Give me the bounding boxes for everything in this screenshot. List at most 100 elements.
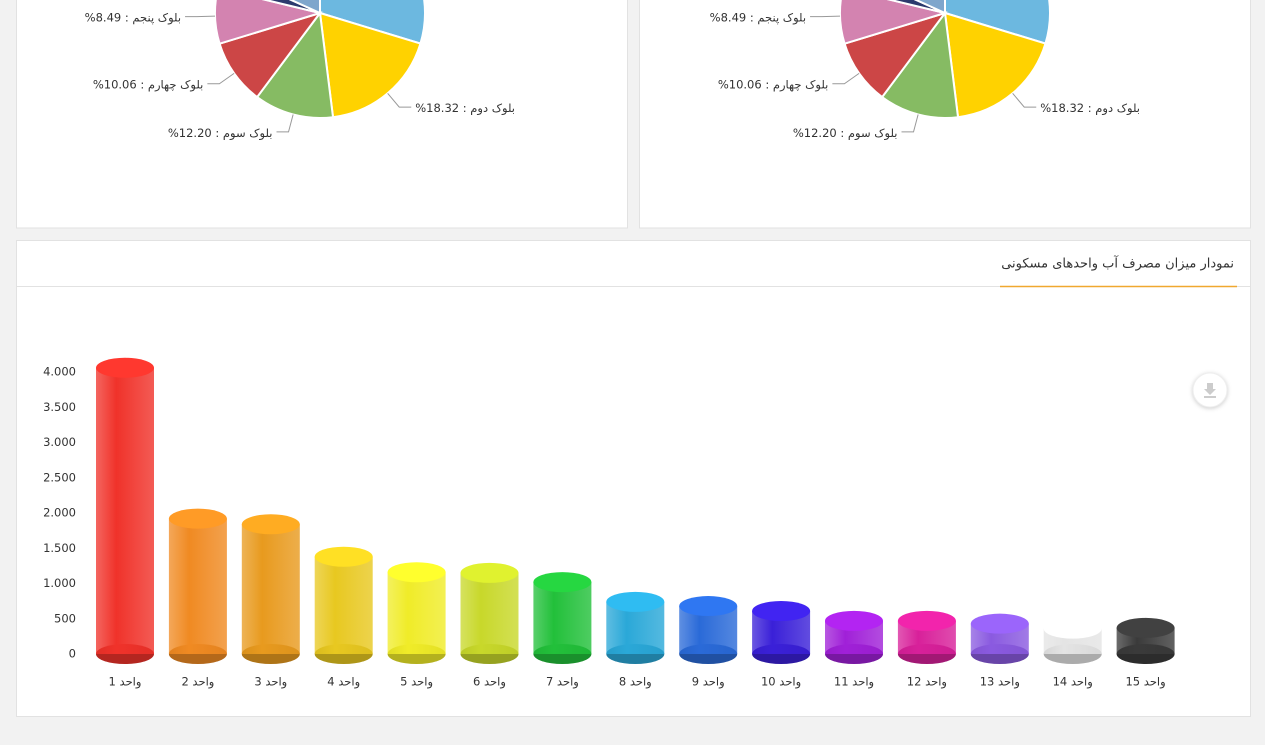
cylinder-top <box>606 591 665 612</box>
cylinder-top <box>241 514 300 535</box>
bar <box>96 367 154 654</box>
label-value: 18.32% <box>415 101 459 115</box>
label-connector <box>810 15 841 18</box>
label-connector <box>1012 92 1037 108</box>
label-value: 18.32% <box>1040 101 1084 115</box>
cylinder-top <box>897 610 956 631</box>
data-label: بلوک سوم : 12.20% <box>168 125 273 140</box>
label-separator: : <box>840 125 844 139</box>
label-category: بلوک سوم <box>848 125 898 140</box>
y-tick-label: 2.500 <box>43 470 76 484</box>
x-tick-label: واحد 2 <box>181 675 214 690</box>
data-label: بلوک دوم : 18.32% <box>415 101 515 116</box>
bar <box>460 572 519 654</box>
label-connector <box>901 114 919 133</box>
x-tick-label: واحد 12 <box>907 675 947 690</box>
bar <box>314 556 373 654</box>
data-label: بلوک پنجم : 8.49% <box>85 10 181 25</box>
data-label: بلوک چهارم : 10.06% <box>93 77 204 92</box>
pie-slice <box>319 0 426 45</box>
x-tick-label: واحد 6 <box>473 675 506 690</box>
panel-title: نمودار میزان مصرف آب واحدهای مسکونی <box>1001 255 1234 272</box>
y-tick-label: 500 <box>54 611 76 625</box>
label-connector <box>832 72 860 85</box>
cylinder-top <box>1043 618 1102 639</box>
pie-slice <box>839 0 949 45</box>
label-connector <box>207 72 235 85</box>
label-separator: : <box>750 10 754 24</box>
download-button[interactable] <box>1192 372 1228 408</box>
label-value: 10.06% <box>93 77 137 91</box>
data-label: بلوک دوم : 18.32% <box>1040 101 1140 116</box>
label-category: بلوک دوم <box>470 101 515 116</box>
pie-slice <box>913 0 946 15</box>
label-category: بلوک دوم <box>1095 101 1140 116</box>
y-tick-label: 3.500 <box>43 400 76 414</box>
cylinder-top <box>1116 617 1175 638</box>
bar <box>241 524 300 654</box>
label-value: 8.49% <box>85 10 122 24</box>
y-tick-label: 1.000 <box>43 576 76 590</box>
y-tick-label: 0 <box>69 647 76 661</box>
cylinder-top <box>825 610 883 631</box>
x-tick-label: واحد 1 <box>109 675 142 690</box>
pie-slice <box>944 0 1051 45</box>
x-tick-label: واحد 5 <box>400 675 433 690</box>
x-tick-label: واحد 10 <box>761 675 801 690</box>
pie-slice <box>288 0 321 15</box>
y-tick-label: 1.500 <box>43 541 76 555</box>
label-category: بلوک چهارم <box>773 77 828 92</box>
pie-slice <box>261 0 321 14</box>
cylinder-top <box>970 613 1029 634</box>
label-connector <box>185 15 216 18</box>
label-separator: : <box>215 125 219 139</box>
pie-slice <box>255 10 335 119</box>
cylinder-top <box>460 562 519 583</box>
label-value: 8.49% <box>710 10 747 24</box>
label-connector <box>387 92 412 108</box>
cylinder-top <box>314 546 373 567</box>
y-tick-label: 3.000 <box>43 435 76 449</box>
x-tick-label: واحد 15 <box>1125 675 1165 690</box>
label-separator: : <box>140 77 144 91</box>
x-tick-label: واحد 9 <box>692 675 725 690</box>
label-separator: : <box>765 77 769 91</box>
cylinder-top <box>679 596 738 617</box>
x-tick-label: واحد 8 <box>619 675 652 690</box>
x-tick-label: واحد 7 <box>546 675 579 690</box>
x-tick-label: واحد 3 <box>254 675 287 690</box>
x-tick-label: واحد 13 <box>980 675 1020 690</box>
cylinder-top <box>533 572 592 593</box>
pie-slice <box>318 11 422 119</box>
bar <box>533 582 592 654</box>
pie-slice <box>886 0 946 14</box>
label-value: 10.06% <box>718 77 762 91</box>
label-value: 12.20% <box>793 125 837 139</box>
label-separator: : <box>1088 101 1092 115</box>
label-value: 12.20% <box>168 125 212 139</box>
x-tick-label: واحد 11 <box>834 675 874 690</box>
label-separator: : <box>125 10 129 24</box>
label-category: بلوک چهارم <box>148 77 203 92</box>
cylinder-top <box>752 600 811 621</box>
cylinder-top <box>96 357 154 378</box>
pie-slice <box>880 10 960 119</box>
cylinder-top <box>168 508 227 529</box>
data-label: بلوک چهارم : 10.06% <box>718 77 829 92</box>
label-category: بلوک پنجم <box>757 10 806 25</box>
label-connector <box>276 114 294 133</box>
data-label: بلوک پنجم : 8.49% <box>710 10 806 25</box>
bar <box>168 518 227 654</box>
pie-slice <box>943 11 1047 119</box>
bar <box>387 572 446 654</box>
label-separator: : <box>463 101 467 115</box>
x-tick-label: واحد 4 <box>327 675 360 690</box>
y-tick-label: 2.000 <box>43 506 76 520</box>
y-tick-label: 4.000 <box>43 365 76 379</box>
label-category: بلوک پنجم <box>132 10 181 25</box>
label-category: بلوک سوم <box>223 125 273 140</box>
cylinder-top <box>387 562 446 583</box>
x-tick-label: واحد 14 <box>1053 675 1093 690</box>
data-label: بلوک سوم : 12.20% <box>793 125 898 140</box>
